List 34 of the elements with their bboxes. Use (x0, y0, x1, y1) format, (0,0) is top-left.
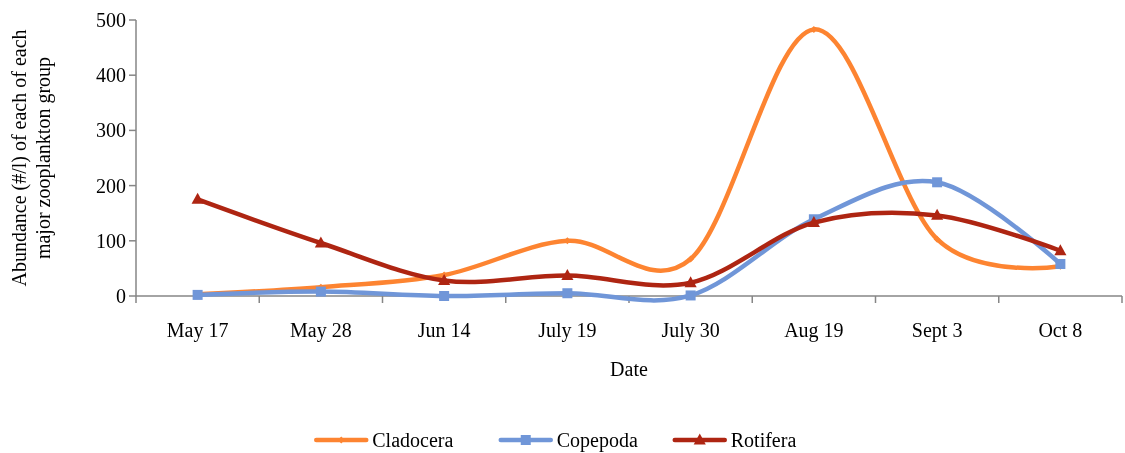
y-tick-label: 400 (96, 64, 126, 87)
point (561, 268, 574, 280)
y-tick-label: 100 (96, 229, 126, 252)
point (438, 273, 451, 285)
x-tick-label: May 17 (166, 319, 229, 342)
point (315, 286, 326, 297)
point (562, 288, 573, 299)
y-tick-label: 300 (96, 119, 126, 142)
y-axis-title: Abundance (#/l) of each of each major zooplankton group (8, 29, 55, 287)
y-tick-label: 200 (96, 174, 126, 197)
point (439, 291, 450, 301)
legend-label: Copepoda (556, 429, 638, 452)
x-tick-label: Sept 3 (911, 319, 963, 342)
point (685, 290, 696, 301)
point (933, 235, 941, 243)
legend-label: Cladocera (372, 429, 454, 451)
x-tick-label: Oct 8 (1038, 319, 1083, 341)
point (932, 177, 943, 188)
point (687, 255, 695, 263)
y-tick-label: 500 (96, 9, 126, 31)
point (191, 192, 204, 204)
legend-label: Rotifera (730, 429, 797, 451)
y-tick-label: 0 (116, 285, 126, 307)
x-tick-label: May 28 (290, 319, 352, 342)
x-tick-label: Jun 14 (417, 319, 471, 341)
x-tick-label: Aug 19 (784, 319, 844, 342)
x-axis-title: Date (610, 358, 648, 380)
point (1055, 258, 1066, 269)
x-tick-label: July 30 (661, 319, 720, 342)
point (931, 208, 944, 220)
point (1054, 244, 1067, 256)
point (314, 236, 327, 248)
x-tick-label: July 19 (538, 319, 597, 342)
point (684, 276, 697, 288)
